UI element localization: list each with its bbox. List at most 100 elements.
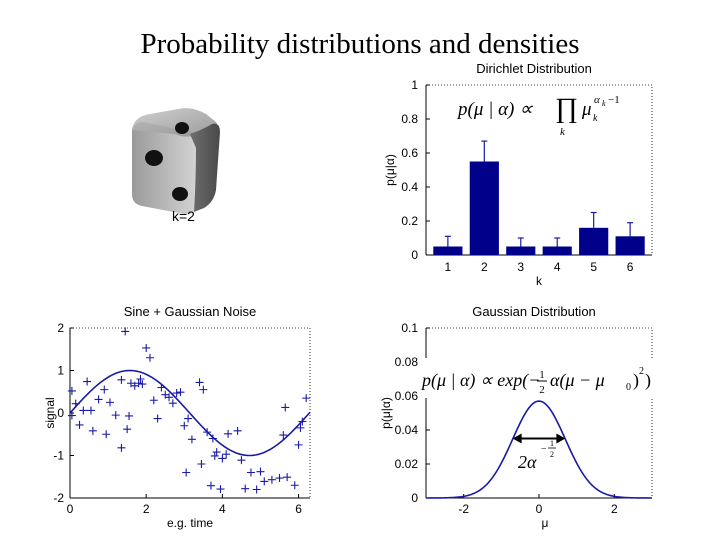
data-point <box>102 430 111 439</box>
svg-text:α: α <box>594 94 600 106</box>
y-axis-label: signal <box>43 397 57 428</box>
die-top-face <box>132 108 218 137</box>
x-axis-label: μ <box>542 516 549 530</box>
y-tick-label: 0.02 <box>395 457 419 471</box>
bar <box>615 236 645 255</box>
svg-text:α(μ − μ: α(μ − μ <box>550 370 605 391</box>
x-axis-label: e.g. time <box>167 516 213 530</box>
data-point <box>180 421 189 430</box>
data-point <box>302 394 311 403</box>
data-point <box>296 423 305 432</box>
data-point <box>187 435 196 444</box>
x-tick-label: 2 <box>481 260 488 274</box>
x-tick-label: 6 <box>295 502 302 516</box>
x-tick-label: 0 <box>536 502 543 516</box>
svg-text:−1: −1 <box>608 94 620 106</box>
data-point <box>241 484 250 493</box>
data-point <box>216 485 225 494</box>
y-tick-label: 1 <box>411 78 418 92</box>
svg-text:−: − <box>541 444 547 455</box>
data-point <box>237 456 246 465</box>
svg-text:k: k <box>593 113 598 124</box>
svg-text:): ) <box>645 370 651 391</box>
sine-noise-chart: Sine + Gaussian Noise 210-1-20 2 4 6e.g. ti… <box>43 304 311 530</box>
data-point <box>100 385 109 394</box>
gaussian-chart: Gaussian Distribution 0.1 0.08 0.06 0.04 0.0… <box>379 304 654 530</box>
data-point <box>71 399 80 408</box>
svg-text:k: k <box>560 126 566 138</box>
data-point <box>197 460 206 468</box>
bar <box>579 227 609 255</box>
data-point <box>123 425 132 434</box>
data-point <box>182 468 191 477</box>
y-tick-label: 1 <box>57 364 64 378</box>
y-tick-label: 0.06 <box>395 389 419 403</box>
y-axis-label: p(μ|α) <box>379 397 393 429</box>
die-label: k=2 <box>172 208 195 224</box>
gaussian-formula: p(μ | α) ∝ exp(− 1 2 α(μ − μ 0 ) 2 ) <box>420 358 654 398</box>
data-point <box>218 454 227 463</box>
die-image <box>124 100 228 222</box>
y-tick-label: 0 <box>57 406 64 420</box>
bar <box>433 246 463 255</box>
data-point <box>195 378 204 387</box>
data-point <box>111 411 120 420</box>
chart-title: Sine + Gaussian Noise <box>124 304 257 319</box>
x-tick-label: 4 <box>219 502 226 516</box>
data-point <box>290 481 299 490</box>
dirichlet-formula: p(μ | α) ∝ ∏ k μ k α k −1 <box>456 93 620 138</box>
data-point <box>267 475 276 484</box>
data-point <box>252 485 261 494</box>
data-point <box>222 450 231 459</box>
data-point <box>117 375 126 384</box>
data-point <box>106 398 114 407</box>
die-right-face <box>190 123 220 212</box>
x-tick-label: -2 <box>458 502 469 516</box>
svg-text:1: 1 <box>539 369 545 381</box>
bar <box>506 246 536 255</box>
data-point <box>134 379 143 388</box>
data-point <box>121 327 130 336</box>
data-point <box>279 431 288 440</box>
data-point <box>142 343 151 352</box>
y-tick-label: 0 <box>411 491 418 505</box>
y-tick-label: 0 <box>411 248 418 262</box>
data-point <box>281 403 290 412</box>
data-point <box>260 477 269 486</box>
die-pip <box>175 122 189 134</box>
width-label: 2α − 1 2 <box>518 439 556 472</box>
data-point <box>94 395 103 404</box>
y-tick-label: 0.1 <box>401 321 418 335</box>
svg-text:p(μ | α) ∝: p(μ | α) ∝ <box>456 99 533 120</box>
x-tick-label: 5 <box>590 260 597 274</box>
y-tick-label: 0.8 <box>401 112 418 126</box>
data-point <box>294 440 303 449</box>
y-tick-label: 0.04 <box>395 423 419 437</box>
data-point <box>199 385 208 394</box>
data-point <box>138 380 147 389</box>
y-tick-label: 0.6 <box>401 146 418 160</box>
chart-title: Gaussian Distribution <box>472 304 596 319</box>
x-tick-label: 2 <box>143 502 150 516</box>
data-point <box>125 411 134 420</box>
y-tick-label: 2 <box>57 321 64 335</box>
die-pip <box>172 187 188 201</box>
data-point <box>67 411 76 420</box>
y-tick-label: 0.08 <box>395 355 419 369</box>
svg-text:μ: μ <box>581 99 592 120</box>
arrow-head-right <box>556 433 566 444</box>
svg-text:2: 2 <box>639 366 644 377</box>
data-point <box>79 406 88 415</box>
gaussian-curve <box>426 400 652 499</box>
data-point <box>210 451 219 460</box>
x-axis-label: k <box>536 274 543 288</box>
x-tick-label: 6 <box>627 260 634 274</box>
svg-text:0: 0 <box>626 382 631 393</box>
y-tick-label: -1 <box>53 449 64 463</box>
y-axis-label: p(μ|α) <box>383 154 397 186</box>
data-point <box>206 481 215 490</box>
y-tick-label: -2 <box>53 491 64 505</box>
die-pip <box>145 150 163 166</box>
bar <box>469 161 499 255</box>
svg-text:2α: 2α <box>518 452 537 472</box>
